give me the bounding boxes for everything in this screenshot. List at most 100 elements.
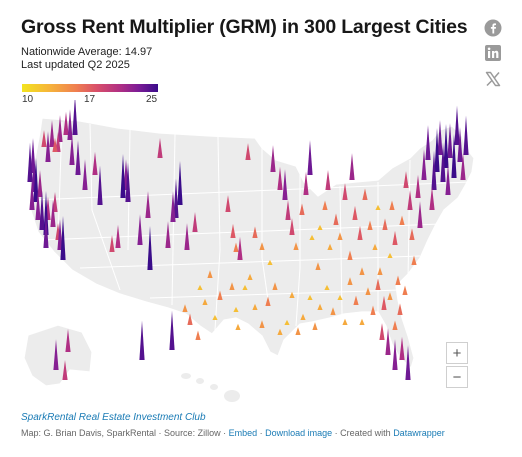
city-spike[interactable] (267, 259, 273, 265)
city-spike[interactable] (415, 174, 421, 198)
city-spike[interactable] (192, 212, 198, 232)
city-spike[interactable] (337, 294, 343, 300)
city-spike[interactable] (139, 320, 145, 360)
city-spike[interactable] (382, 218, 388, 230)
city-spike[interactable] (270, 145, 276, 172)
city-spike[interactable] (367, 220, 373, 230)
city-spike[interactable] (365, 287, 371, 295)
city-spike[interactable] (389, 200, 395, 210)
city-spike[interactable] (282, 169, 288, 200)
city-spike[interactable] (372, 243, 378, 250)
city-spike[interactable] (182, 304, 188, 312)
city-spike[interactable] (431, 150, 437, 190)
city-spike[interactable] (233, 242, 239, 252)
city-spike[interactable] (230, 223, 236, 238)
city-spike[interactable] (52, 137, 58, 152)
city-spike[interactable] (235, 323, 241, 330)
city-spike[interactable] (417, 201, 423, 228)
city-spike[interactable] (125, 162, 131, 202)
city-spike[interactable] (265, 296, 271, 306)
city-spike[interactable] (409, 228, 415, 240)
city-spike[interactable] (315, 262, 321, 270)
city-spike[interactable] (115, 224, 121, 248)
city-spike[interactable] (307, 140, 313, 175)
city-spike[interactable] (29, 179, 35, 210)
city-spike[interactable] (312, 322, 318, 330)
city-spike[interactable] (421, 149, 427, 180)
linkedin-icon[interactable] (484, 44, 502, 62)
city-spike[interactable] (55, 132, 61, 152)
city-spike[interactable] (387, 252, 393, 258)
city-spike[interactable] (92, 151, 98, 175)
city-spike[interactable] (277, 166, 283, 190)
city-spike[interactable] (72, 100, 78, 135)
embed-link[interactable]: Embed (228, 428, 258, 438)
city-spike[interactable] (349, 153, 355, 180)
facebook-icon[interactable] (484, 19, 502, 37)
city-spike[interactable] (52, 192, 58, 212)
city-spike[interactable] (195, 330, 201, 340)
city-spike[interactable] (375, 204, 381, 210)
city-spike[interactable] (387, 292, 393, 300)
city-spike[interactable] (295, 327, 301, 335)
zoom-out-button[interactable]: − (446, 366, 468, 388)
city-spike[interactable] (445, 164, 451, 195)
city-spike[interactable] (425, 125, 431, 160)
city-spike[interactable] (60, 216, 66, 260)
city-spike[interactable] (229, 282, 235, 290)
city-spike[interactable] (43, 191, 49, 235)
datawrapper-link[interactable]: Datawrapper (393, 428, 445, 438)
city-spike[interactable] (392, 230, 398, 245)
city-spike[interactable] (429, 186, 435, 210)
city-spike[interactable] (379, 323, 385, 340)
city-spike[interactable] (45, 131, 51, 162)
city-spike[interactable] (225, 195, 231, 212)
city-spike[interactable] (120, 154, 126, 198)
city-spike[interactable] (289, 291, 295, 298)
download-image-link[interactable]: Download image (265, 428, 333, 438)
city-spike[interactable] (43, 213, 49, 248)
city-spike[interactable] (97, 165, 103, 205)
city-spike[interactable] (399, 336, 405, 360)
zoom-in-button[interactable]: + (446, 342, 468, 364)
city-spike[interactable] (247, 273, 253, 280)
city-spike[interactable] (362, 188, 368, 200)
city-spike[interactable] (325, 170, 331, 190)
city-spike[interactable] (457, 127, 463, 162)
city-spike[interactable] (377, 267, 383, 275)
city-spike[interactable] (165, 221, 171, 248)
city-spike[interactable] (359, 267, 365, 275)
x-icon[interactable] (484, 70, 502, 88)
city-spike[interactable] (69, 134, 75, 165)
city-spike[interactable] (299, 203, 305, 215)
city-spike[interactable] (284, 319, 290, 325)
city-spike[interactable] (397, 303, 403, 315)
city-spike[interactable] (307, 294, 313, 300)
city-spike[interactable] (352, 205, 358, 220)
city-spike[interactable] (233, 306, 239, 312)
city-spike[interactable] (392, 320, 398, 330)
city-spike[interactable] (75, 140, 81, 175)
city-spike[interactable] (35, 189, 41, 220)
city-spike[interactable] (434, 128, 440, 172)
city-spike[interactable] (375, 278, 381, 290)
city-spike[interactable] (289, 218, 295, 235)
city-spike[interactable] (197, 284, 203, 290)
city-spike[interactable] (381, 295, 387, 310)
city-spike[interactable] (463, 115, 469, 155)
city-spike[interactable] (447, 123, 453, 158)
city-spike[interactable] (65, 328, 71, 352)
city-spike[interactable] (317, 224, 323, 230)
city-spike[interactable] (82, 159, 88, 190)
city-spike[interactable] (460, 153, 466, 180)
city-spike[interactable] (50, 200, 56, 227)
city-spike[interactable] (252, 303, 258, 310)
city-spike[interactable] (147, 226, 153, 270)
city-spike[interactable] (337, 232, 343, 240)
city-spike[interactable] (443, 124, 449, 168)
city-spike[interactable] (411, 255, 417, 265)
city-spike[interactable] (27, 142, 33, 182)
city-spike[interactable] (277, 328, 283, 335)
city-spike[interactable] (357, 225, 363, 240)
city-spike[interactable] (347, 250, 353, 260)
